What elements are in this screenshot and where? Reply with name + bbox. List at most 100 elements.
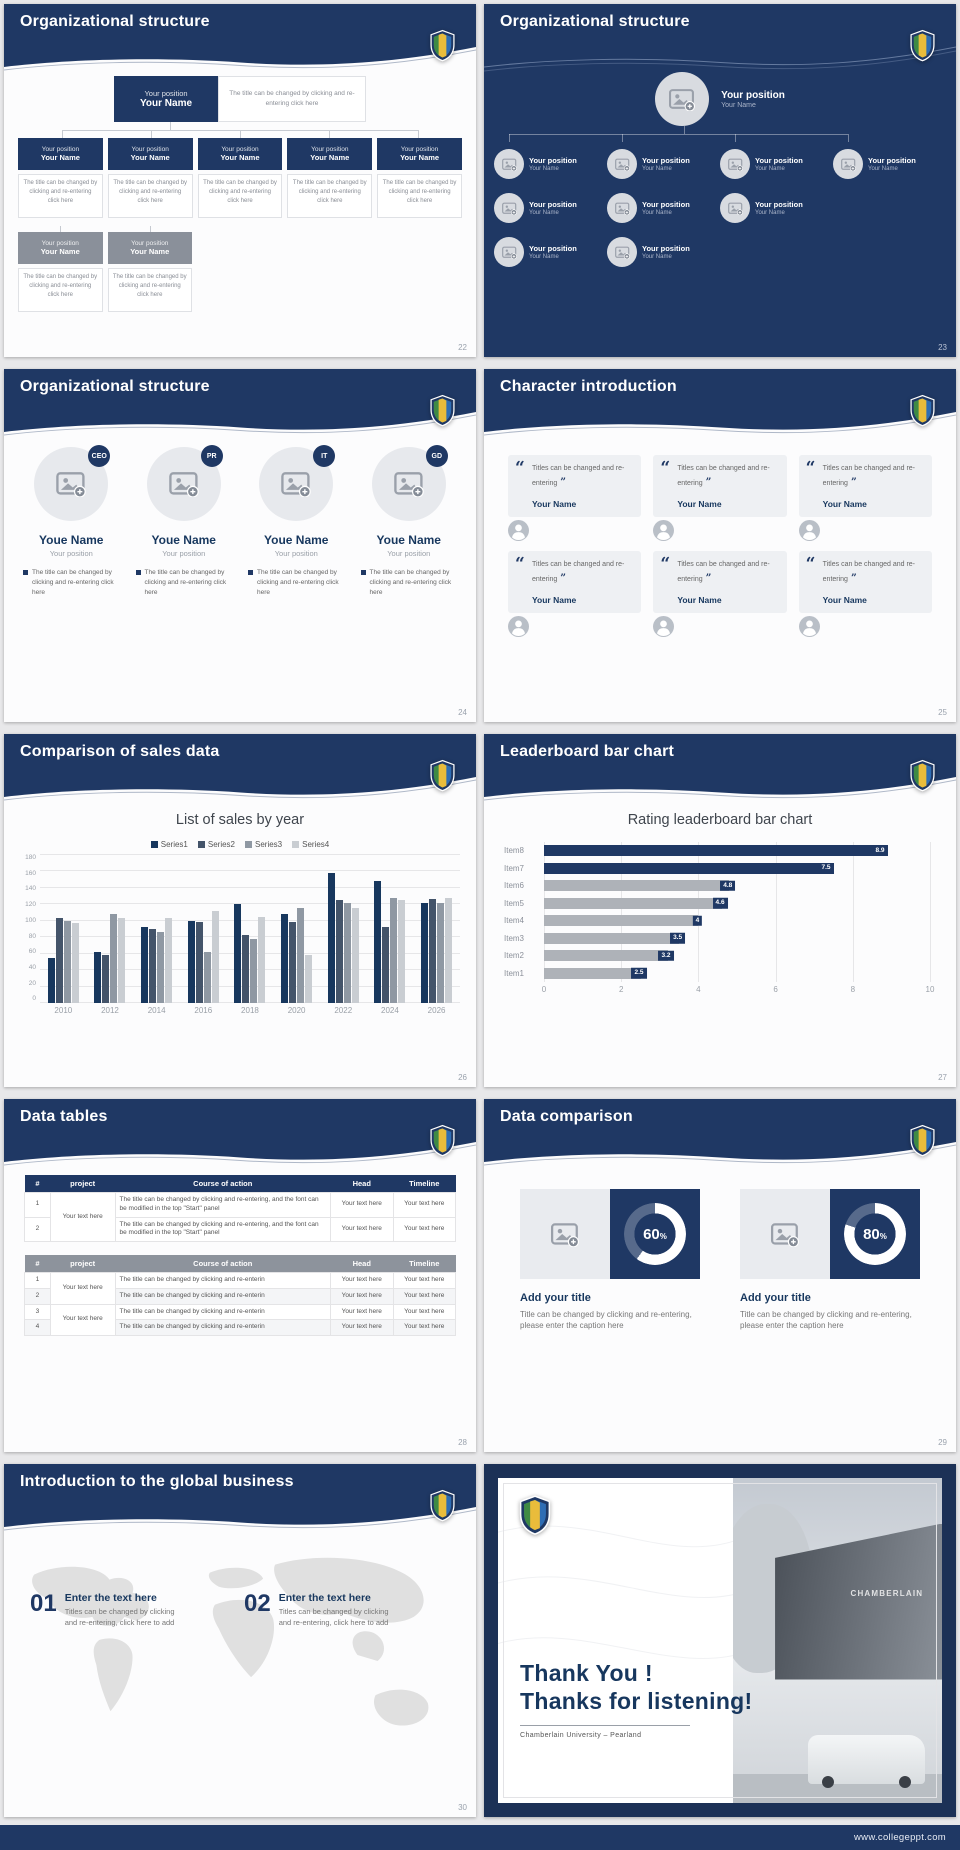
column-header: project — [50, 1255, 115, 1273]
org-root-group: Your position Your Name The title can be… — [4, 76, 476, 122]
slide-title: Organizational structure — [20, 378, 210, 395]
university-shield-logo — [910, 759, 935, 792]
table-row[interactable]: 1 Your text here The title can be change… — [24, 1191, 456, 1243]
org-note[interactable]: The title can be changed by clicking and… — [18, 174, 103, 218]
open-quote-mark: “ — [805, 554, 816, 574]
slide-title: Introduction to the global business — [20, 1473, 294, 1490]
quote-card[interactable]: “ Titles can be changed and re-entering”… — [508, 551, 642, 637]
org-note[interactable]: The title can be changed by clicking and… — [377, 174, 462, 218]
org-root-node[interactable]: Your position Your Name — [114, 76, 218, 122]
avatar-placeholder — [833, 149, 863, 179]
person-position: Your position — [49, 549, 93, 558]
org-node[interactable]: Your position Your Name — [833, 142, 946, 186]
org-node[interactable]: Your position Your Name — [720, 142, 833, 186]
org-note[interactable]: The title can be changed by clicking and… — [107, 268, 192, 312]
global-item-2[interactable]: 02 Enter the text here Titles can be cha… — [244, 1592, 401, 1629]
org-branch: Your position Your Name The title can be… — [107, 232, 192, 312]
slide-26-comparison-of-sales-data[interactable]: Comparison of sales data List of sales b… — [4, 734, 476, 1087]
page-number: 26 — [458, 1073, 467, 1082]
table-row[interactable]: 4 The title can be changed by clicking a… — [24, 1319, 456, 1337]
table-row[interactable]: 2 The title can be changed by clicking a… — [24, 1216, 456, 1243]
university-shield-logo — [430, 394, 455, 427]
org-node[interactable]: Your position Your Name — [377, 138, 462, 170]
org-note[interactable]: The title can be changed by clicking and… — [18, 268, 103, 312]
donut-ring — [844, 1203, 906, 1265]
org-note[interactable]: The title can be changed by clicking and… — [197, 174, 283, 218]
slide-23-organizational-structure[interactable]: Organizational structure Your position Y… — [484, 4, 956, 357]
org-root-group: Your position Your Name — [484, 72, 956, 126]
org-branch: Your position Your Name The title can be… — [18, 232, 103, 312]
org-node[interactable]: Your position Your Name — [494, 186, 607, 230]
comparison-panel[interactable]: 60% Add your title Title can be changed … — [508, 1189, 712, 1331]
org-node[interactable]: Your position Your Name — [197, 138, 283, 170]
image-placeholder — [740, 1189, 830, 1279]
connector-line — [170, 122, 172, 130]
legend-item: Series4 — [292, 840, 329, 849]
slide-24-organizational-structure[interactable]: Organizational structure CEO Youe Name Y… — [4, 369, 476, 722]
org-node[interactable]: Your position Your Name — [720, 186, 833, 230]
header-swoosh-curve — [4, 773, 476, 801]
person-icon — [798, 616, 820, 637]
org-node[interactable]: Your position Your Name — [287, 138, 373, 170]
donut-ring — [624, 1203, 686, 1265]
org-node[interactable]: Your position Your Name — [18, 232, 103, 264]
org-name: Your Name — [642, 209, 672, 216]
person-card[interactable]: GD Youe Name Your position The title can… — [358, 445, 461, 597]
slide-29-data-comparison[interactable]: Data comparison 60% Add your titl — [484, 1099, 956, 1452]
slide-27-leaderboard-bar-chart[interactable]: Leaderboard bar chart Rating leaderboard… — [484, 734, 956, 1087]
cell-head: Your text here — [330, 1303, 394, 1321]
org-node[interactable]: Your position Your Name — [607, 186, 720, 230]
quote-card[interactable]: “ Titles can be changed and re-entering”… — [653, 551, 787, 637]
org-name: Your Name — [130, 247, 170, 256]
avatar-placeholder — [720, 149, 750, 179]
person-card[interactable]: CEO Youe Name Your position The title ca… — [20, 445, 123, 597]
quote-card[interactable]: “ Titles can be changed and re-entering”… — [798, 455, 932, 541]
quote-text: Titles can be changed and re-entering — [822, 561, 916, 583]
quote-author: Your Name — [677, 498, 722, 509]
person-card[interactable]: IT Youe Name Your position The title can… — [245, 445, 348, 597]
sales-chart-legend: Series1 Series2 Series3 Series4 — [4, 835, 476, 849]
slide-28-data-tables[interactable]: Data tables # project Course of action H… — [4, 1099, 476, 1452]
cell-timeline: Your text here — [392, 1287, 456, 1305]
connector-line — [417, 130, 419, 138]
org-node[interactable]: Your position Your Name — [494, 142, 607, 186]
leaderboard-bars: Item8 8.9 Item7 7.5 Item6 4.8 Item5 4.6 Item4 4 It… — [504, 842, 930, 982]
org-name: Your Name — [868, 165, 898, 172]
cell-num: 1 — [24, 1192, 51, 1218]
table-row[interactable]: 3 Your text here The title can be change… — [24, 1303, 456, 1337]
slide-thank-you[interactable]: CHAMBERLAIN Thank You ! Thanks for liste… — [484, 1464, 956, 1817]
org-note[interactable]: The title can be changed by clicking and… — [107, 174, 193, 218]
org-node[interactable]: Your position Your Name — [107, 232, 192, 264]
page-number: 29 — [938, 1438, 947, 1447]
org-node[interactable]: Your position Your Name — [607, 230, 720, 274]
sales-chart-plot[interactable] — [40, 854, 460, 1003]
footer-url[interactable]: www.collegeppt.com — [854, 1832, 946, 1843]
org-branch: Your position Your Name The title can be… — [287, 138, 373, 218]
slide-25-character-introduction[interactable]: Character introduction “ Titles can be c… — [484, 369, 956, 722]
leaderboard-chart[interactable]: Item8 8.9 Item7 7.5 Item6 4.8 Item5 4.6 Item4 4 It… — [504, 842, 934, 996]
quote-card[interactable]: “ Titles can be changed and re-entering”… — [653, 455, 787, 541]
global-item-1[interactable]: 01 Enter the text here Titles can be cha… — [30, 1592, 187, 1629]
quote-author: Your Name — [532, 594, 577, 605]
slide-30-global-business[interactable]: Introduction to the global business 01 E… — [4, 1464, 476, 1817]
avatar-placeholder[interactable] — [655, 72, 710, 126]
org-node[interactable]: Your position Your Name — [607, 142, 720, 186]
comparison-panel[interactable]: 80% Add your title Title can be changed … — [728, 1189, 932, 1331]
quote-card[interactable]: “ Titles can be changed and re-entering”… — [508, 455, 642, 541]
org-note[interactable]: The title can be changed by clicking and… — [287, 174, 373, 218]
person-card[interactable]: PR Youe Name Your position The title can… — [133, 445, 236, 597]
org-name: Your Name — [529, 209, 559, 216]
org-node[interactable]: Your position Your Name — [18, 138, 103, 170]
org-node[interactable]: Your position Your Name — [494, 230, 607, 274]
table-row[interactable]: 2 The title can be changed by clicking a… — [24, 1287, 456, 1305]
image-placeholder-icon — [168, 472, 199, 497]
slide-title: Character introduction — [500, 378, 677, 395]
table-row[interactable]: 1 Your text here The title can be change… — [24, 1272, 456, 1305]
bullet-square — [248, 570, 253, 575]
org-root-note[interactable]: The title can be changed by clicking and… — [218, 76, 366, 122]
quote-card[interactable]: “ Titles can be changed and re-entering”… — [798, 551, 932, 637]
slide-22-organizational-structure[interactable]: Organizational structure Your position Y… — [4, 4, 476, 357]
connector-line — [240, 130, 241, 138]
org-node[interactable]: Your position Your Name — [107, 138, 193, 170]
connector-line — [509, 134, 511, 142]
